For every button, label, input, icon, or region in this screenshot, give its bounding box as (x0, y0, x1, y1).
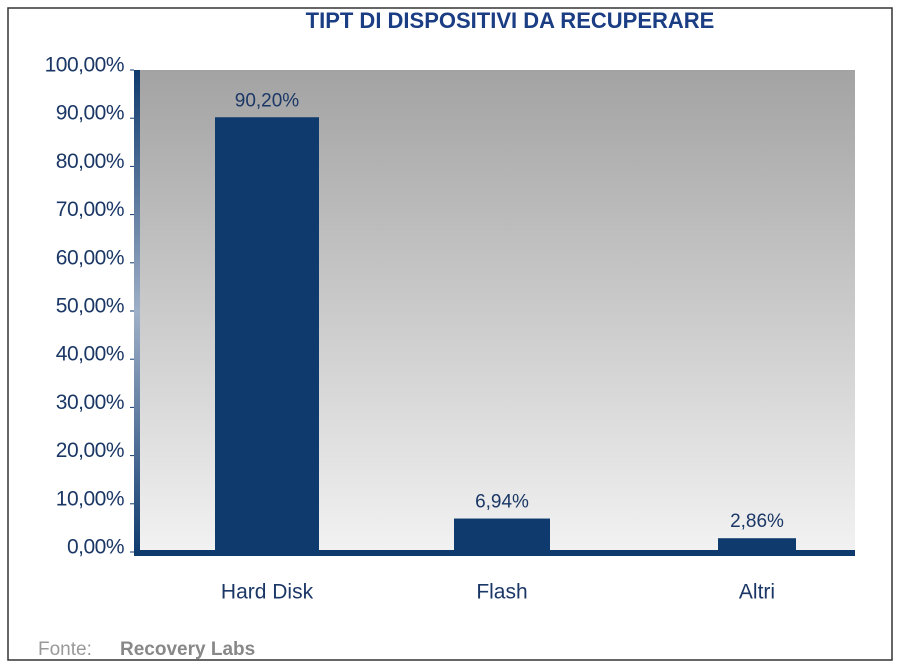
x-tick-label: Altri (739, 581, 775, 604)
y-axis (134, 70, 140, 554)
source-label: Fonte: (38, 639, 92, 660)
y-tick-label: 50,00% (56, 295, 124, 318)
y-tick-label: 90,00% (56, 102, 124, 125)
y-tick-label: 10,00% (56, 487, 124, 510)
x-tick-label: Flash (476, 581, 527, 604)
y-tick-label: 20,00% (56, 439, 124, 462)
value-label: 90,20% (235, 90, 300, 111)
bar (215, 117, 319, 553)
x-tick-label: Hard Disk (221, 581, 314, 604)
x-axis (134, 550, 855, 556)
source: Recovery Labs (120, 639, 255, 660)
chart-title: TIPT DI DISPOSITIVI DA RECUPERARE (306, 8, 715, 33)
value-label: 6,94% (475, 492, 529, 513)
y-tick-label: 40,00% (56, 343, 124, 366)
y-tick-label: 70,00% (56, 198, 124, 221)
frame (7, 7, 893, 661)
y-tick-label: 0,00% (67, 536, 124, 559)
y-tick-label: 30,00% (56, 391, 124, 414)
y-tick-label: 100,00% (45, 54, 124, 77)
value-label: 2,86% (730, 511, 784, 532)
y-tick-label: 60,00% (56, 246, 124, 269)
y-tick-label: 80,00% (56, 150, 124, 173)
bar (718, 538, 796, 552)
bar (454, 518, 550, 552)
